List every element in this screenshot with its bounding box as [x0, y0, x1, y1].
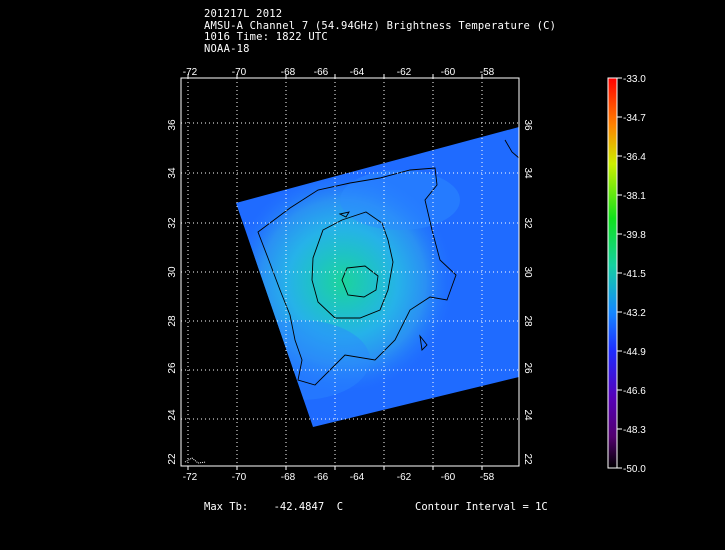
plot-header: 201217L 2012 AMSU-A Channel 7 (54.94GHz)…: [204, 8, 557, 55]
lat-label-left: 22: [167, 453, 178, 465]
lat-label-left: 24: [167, 409, 178, 421]
colorbar-label: -41.5: [623, 269, 646, 280]
lat-label-right: 30: [522, 266, 533, 278]
lon-label-top: -60: [441, 67, 456, 78]
lon-label-bottom: -66: [314, 472, 329, 483]
lat-label-left: 30: [167, 266, 178, 278]
top-ticks: [187, 74, 483, 470]
lat-label-left: 34: [167, 167, 178, 179]
max-tb-readout: Max Tb: -42.4847 C: [204, 501, 343, 513]
lat-label-right: 22: [522, 453, 533, 465]
lon-label-top: -58: [480, 67, 495, 78]
storm-id-line: 201217L 2012: [204, 8, 283, 20]
lon-label-bottom: -72: [183, 472, 198, 483]
colorbar-label: -38.1: [623, 191, 646, 202]
colorbar-label: -36.4: [623, 152, 646, 163]
lon-label-bottom: -62: [397, 472, 412, 483]
lon-label-bottom: -70: [232, 472, 247, 483]
colorbar-label: -43.2: [623, 308, 646, 319]
colorbar-label: -50.0: [623, 464, 646, 475]
lat-label-right: 28: [522, 315, 533, 327]
lat-label-left: 36: [167, 119, 178, 131]
lon-label-top: -64: [350, 67, 365, 78]
lon-label-bottom: -58: [480, 472, 495, 483]
lon-label-top: -72: [183, 67, 198, 78]
lat-label-left: 26: [167, 362, 178, 374]
lon-label-bottom: -68: [281, 472, 296, 483]
lat-label-right: 26: [522, 362, 533, 374]
contour-interval: Contour Interval = 1C: [415, 501, 548, 513]
lon-label-bottom: -60: [441, 472, 456, 483]
colorbar-label: -34.7: [623, 113, 646, 124]
contour-lines: [257, 139, 520, 386]
colorbar-label: -33.0: [623, 74, 646, 85]
colorbar-label: -44.9: [623, 347, 646, 358]
product-title: AMSU-A Channel 7 (54.94GHz) Brightness T…: [204, 19, 557, 32]
swath-image: [236, 127, 519, 427]
colorbar-label: -39.8: [623, 230, 646, 241]
max-tb-value: -42.4847: [273, 501, 325, 513]
colorbar: -33.0 -34.7 -36.4 -38.1 -39.8 -41.5 -43.…: [607, 74, 646, 475]
lat-label-right: 32: [522, 217, 533, 229]
colorbar-gradient: [607, 77, 618, 469]
max-tb-label: Max Tb:: [204, 501, 249, 513]
colorbar-label: -48.3: [623, 425, 646, 436]
lat-label-right: 24: [522, 409, 533, 421]
lat-label-right: 36: [522, 119, 533, 131]
coastline: [184, 457, 207, 464]
map-frame: [180, 77, 520, 467]
date-time-line: 1016 Time: 1822 UTC: [204, 31, 328, 43]
lon-label-top: -62: [397, 67, 412, 78]
lat-label-right: 34: [522, 167, 533, 179]
lon-label-top: -68: [281, 67, 296, 78]
lat-lon-grid: [181, 78, 519, 466]
lat-label-left: 28: [167, 315, 178, 327]
lon-label-top: -70: [232, 67, 247, 78]
lon-label-top: -66: [314, 67, 329, 78]
lon-label-bottom: -64: [350, 472, 365, 483]
colorbar-ticks: [617, 77, 622, 469]
colorbar-label: -46.6: [623, 386, 646, 397]
max-tb-unit: C: [336, 501, 344, 513]
satellite-name: NOAA-18: [204, 42, 250, 55]
lat-label-left: 32: [167, 217, 178, 229]
